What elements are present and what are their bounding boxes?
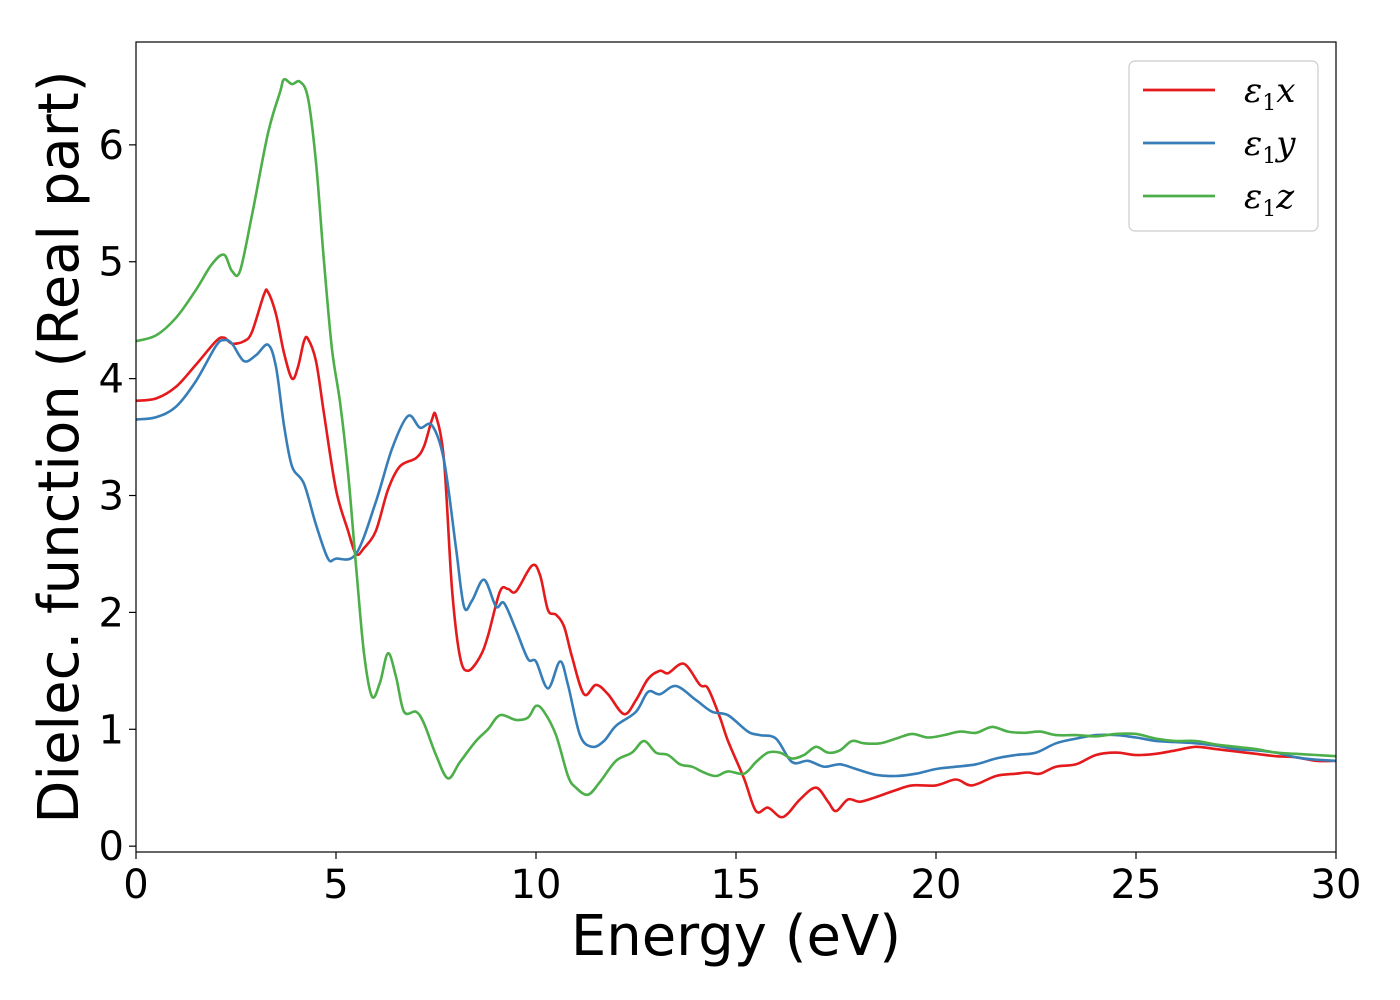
y-tick-label: 3 (99, 474, 124, 520)
legend-subscript: 1 (1262, 144, 1276, 169)
series-line-x (136, 288, 1336, 819)
legend-label-z: ε1z (1244, 177, 1295, 222)
legend-axis: x (1276, 71, 1295, 111)
x-tick-label: 0 (123, 862, 148, 908)
legend-box (1128, 60, 1319, 232)
y-tick-label: 0 (99, 824, 124, 870)
x-tick-label: 20 (911, 862, 962, 908)
legend-symbol: ε (1244, 177, 1262, 217)
y-tick-label: 2 (99, 590, 124, 636)
series-line-z (136, 77, 1336, 797)
x-tick-label: 10 (511, 862, 562, 908)
legend-label-y: ε1y (1244, 124, 1296, 169)
series-layer (136, 77, 1336, 819)
legend-axis: y (1274, 124, 1296, 164)
x-tick-label: 5 (323, 862, 348, 908)
y-tick-label: 6 (99, 123, 124, 169)
x-tick-label: 25 (1111, 862, 1162, 908)
legend-axis: z (1275, 177, 1295, 217)
y-tick-label: 4 (99, 357, 124, 403)
y-axis-title: Dielec. function (Real part) (27, 70, 92, 823)
legend-symbol: ε (1244, 124, 1262, 164)
x-tick-label: 15 (711, 862, 762, 908)
legend-label-x: ε1x (1244, 71, 1295, 116)
y-tick-label: 5 (99, 240, 124, 286)
x-axis: 0 5 10 15 20 25 30 (123, 852, 1361, 908)
x-tick-label: 30 (1311, 862, 1362, 908)
legend-subscript: 1 (1262, 91, 1276, 116)
y-axis: 0 1 2 3 4 5 6 (99, 123, 136, 870)
x-axis-title: Energy (eV) (571, 904, 901, 969)
y-tick-label: 1 (99, 707, 124, 753)
legend-symbol: ε (1244, 71, 1262, 111)
series-line-y (136, 338, 1336, 778)
legend-subscript: 1 (1262, 197, 1276, 222)
